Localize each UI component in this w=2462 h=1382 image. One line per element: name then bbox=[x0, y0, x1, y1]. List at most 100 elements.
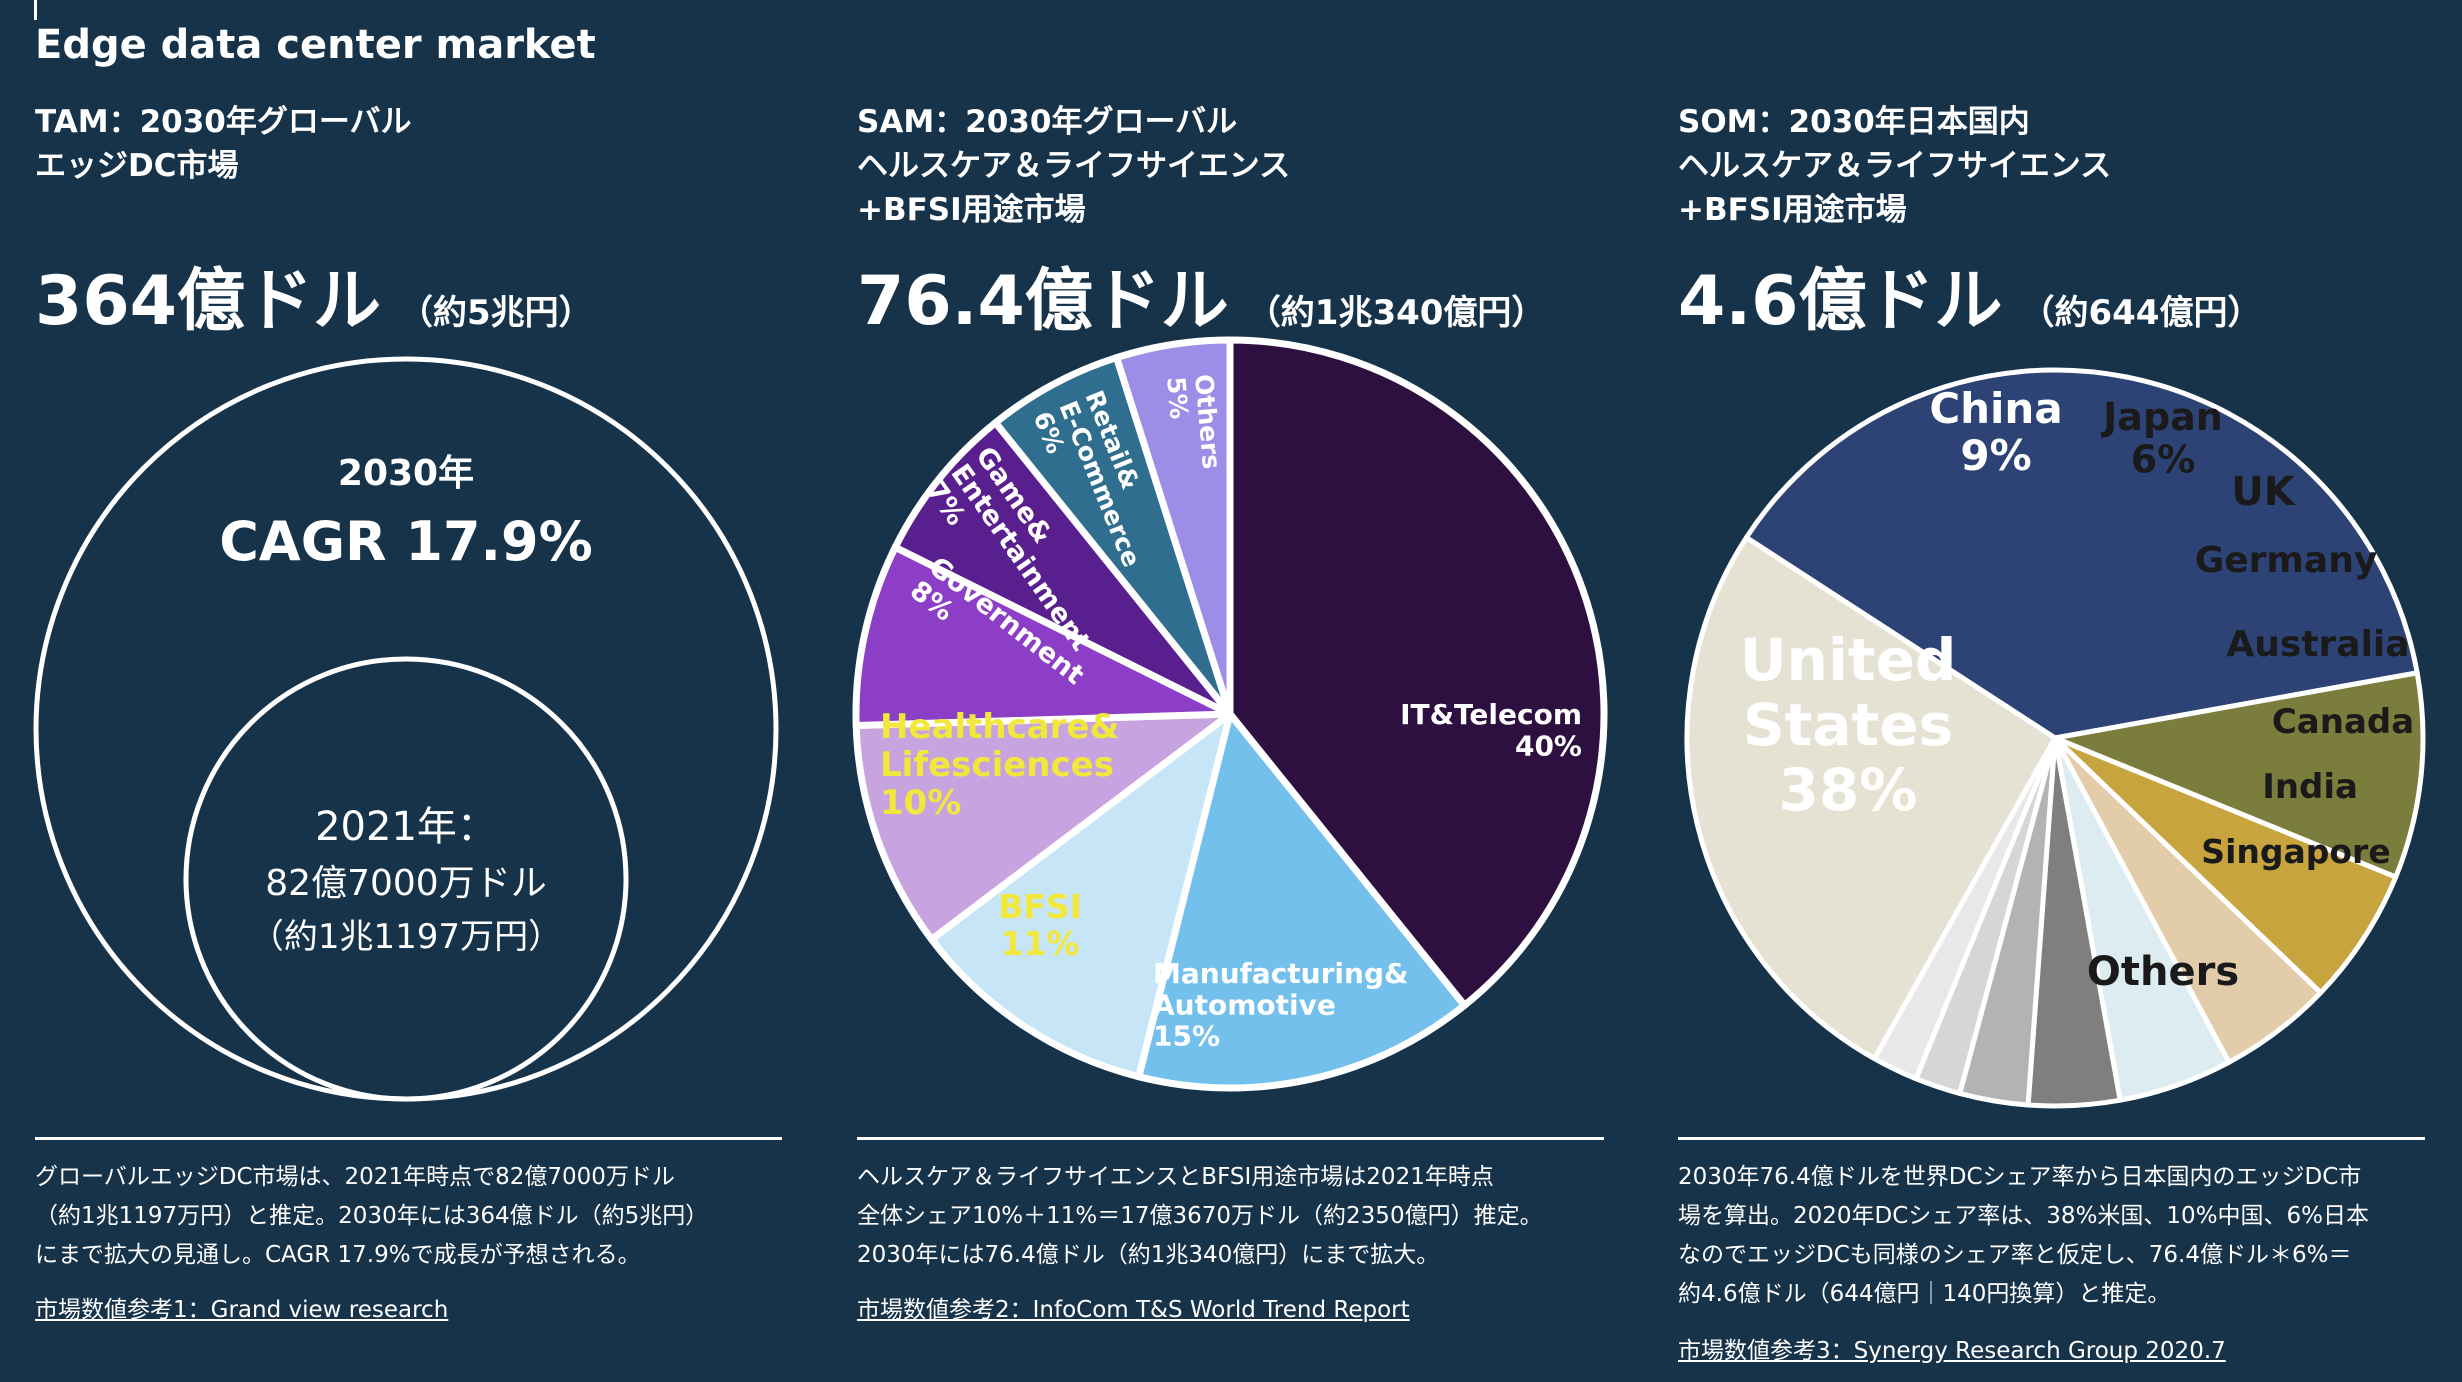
sam-description-line: 2030年には76.4億ドル（約1兆340億円）にまで拡大。 bbox=[857, 1242, 1440, 1268]
som-subtitle-line: SOM：2030年日本国内 bbox=[1678, 104, 2030, 140]
pie-label-line: 38% bbox=[1779, 756, 1918, 824]
pie-slice-game-entertainment-7 bbox=[891, 419, 1234, 718]
sam-description: ヘルスケア＆ライフサイエンスとBFSI用途市場は2021年時点 全体シェア10%… bbox=[857, 1158, 1607, 1275]
pie-label-india: India bbox=[2262, 767, 2358, 807]
pie-label-line: 5% bbox=[1161, 375, 1194, 420]
pie-label-line: Australia bbox=[2226, 624, 2409, 665]
pie-label-line: 40% bbox=[1515, 729, 1582, 762]
pie-label-line: United bbox=[1740, 626, 1957, 694]
inner-label-yen: （約1兆1197万円） bbox=[250, 917, 562, 957]
pie-label-line: 10% bbox=[880, 783, 961, 823]
som-subtitle: SOM：2030年日本国内 ヘルスケア＆ライフサイエンス +BFSI用途市場 bbox=[1678, 100, 2111, 232]
tam-divider bbox=[35, 1137, 782, 1140]
pie-slice-it-telecom-40 bbox=[1226, 336, 1608, 1009]
title-accent-line bbox=[34, 0, 37, 20]
pie-label-line: BFSI bbox=[998, 887, 1082, 926]
pie-label-singapore: Singapore bbox=[2201, 832, 2390, 871]
tam-description-line: グローバルエッジDC市場は、2021年時点で82億7000万ドル bbox=[35, 1164, 675, 1190]
pie-slice-japan-6 bbox=[2052, 735, 2399, 996]
som-description-line: なのでエッジDCも同様のシェア率と仮定し、76.4億ドル＊6%＝ bbox=[1678, 1242, 2352, 1268]
sam-value: 76.4億ドル （約1兆340億円） bbox=[857, 245, 1545, 344]
som-divider bbox=[1678, 1137, 2425, 1140]
pie-slice-government-8 bbox=[852, 543, 1234, 730]
inner-circle-2021 bbox=[183, 656, 629, 1102]
page-title: Edge data center market bbox=[35, 22, 596, 68]
som-reference-link[interactable]: 市場数値参考3：Synergy Research Group 2020.7 bbox=[1678, 1338, 2226, 1364]
sam-divider bbox=[857, 1137, 1604, 1140]
pie-slice-manufacturing-automotive-15 bbox=[1135, 710, 1468, 1092]
pie-slice-bfsi-11 bbox=[928, 710, 1234, 1081]
som-description-line: 約4.6億ドル（644億円｜140円換算）と推定。 bbox=[1678, 1281, 2171, 1307]
inner-label-value: 82億7000万ドル bbox=[265, 863, 546, 904]
tam-panel: TAM：2030年グローバル エッジDC市場 364億ドル （約5兆円） 2030… bbox=[33, 0, 785, 1382]
pie-label-line: 11% bbox=[1001, 924, 1080, 963]
pie-label-line: Germany bbox=[2195, 540, 2378, 581]
tam-description: グローバルエッジDC市場は、2021年時点で82億7000万ドル （約1兆119… bbox=[35, 1158, 785, 1275]
pie-label-line: India bbox=[2262, 767, 2358, 807]
sam-panel: SAM：2030年グローバル ヘルスケア＆ライフサイエンス +BFSI用途市場 … bbox=[852, 0, 1608, 1382]
tam-reference-link[interactable]: 市場数値参考1：Grand view research bbox=[35, 1297, 449, 1323]
pie-label-line: Canada bbox=[2272, 702, 2414, 742]
som-amount: 4.6億ドル bbox=[1678, 262, 2003, 341]
inner-label-year: 2021年： bbox=[315, 804, 497, 850]
pie-label-others: Others bbox=[2087, 949, 2239, 995]
pie-label-australia: Australia bbox=[2226, 624, 2409, 665]
tam-value: 364億ドル （約5兆円） bbox=[35, 245, 593, 344]
pie-label-line: 15% bbox=[1153, 1020, 1220, 1053]
som-description-line: 2030年76.4億ドルを世界DCシェア率から日本国内のエッジDC市 bbox=[1678, 1164, 2362, 1190]
tam-amount-yen: （約5兆円） bbox=[398, 293, 593, 333]
sam-amount: 76.4億ドル bbox=[857, 262, 1229, 341]
pie-label-line: Healthcare& bbox=[880, 707, 1119, 747]
pie-label-line: UK bbox=[2231, 469, 2296, 515]
sam-subtitle: SAM：2030年グローバル ヘルスケア＆ライフサイエンス +BFSI用途市場 bbox=[857, 100, 1290, 232]
pie-label-line: Automotive bbox=[1153, 988, 1336, 1021]
som-description: 2030年76.4億ドルを世界DCシェア率から日本国内のエッジDC市 場を算出。… bbox=[1678, 1158, 2428, 1314]
pie-label-germany: Germany bbox=[2195, 540, 2378, 581]
pie-label-line: Lifesciences bbox=[880, 745, 1114, 785]
pie-slice-china-9 bbox=[2052, 670, 2426, 880]
som-subtitle-line: +BFSI用途市場 bbox=[1678, 192, 1907, 228]
tam-description-line: （約1兆1197万円）と推定。2030年には364億ドル（約5兆円） bbox=[35, 1203, 709, 1229]
sam-subtitle-line: ヘルスケア＆ライフサイエンス bbox=[857, 148, 1291, 184]
som-amount-yen: （約644億円） bbox=[2020, 293, 2262, 333]
tam-amount: 364億ドル bbox=[35, 262, 381, 341]
sam-subtitle-line: SAM：2030年グローバル bbox=[857, 104, 1238, 140]
sam-description-line: ヘルスケア＆ライフサイエンスとBFSI用途市場は2021年時点 bbox=[857, 1164, 1494, 1190]
tam-circle-chart: 2030年 CAGR 17.9% 2021年： 82億7000万ドル （約1兆1… bbox=[33, 356, 779, 1102]
tam-description-line: にまで拡大の見通し。CAGR 17.9%で成長が予想される。 bbox=[35, 1242, 641, 1268]
tam-subtitle-line: エッジDC市場 bbox=[35, 148, 239, 184]
pie-label-line: 9% bbox=[1960, 431, 2031, 480]
outer-label-cagr: CAGR 17.9% bbox=[219, 510, 592, 573]
sam-amount-yen: （約1兆340億円） bbox=[1246, 293, 1546, 333]
som-panel: SOM：2030年日本国内 ヘルスケア＆ライフサイエンス +BFSI用途市場 4… bbox=[1678, 0, 2428, 1382]
pie-label-canada: Canada bbox=[2272, 702, 2414, 742]
pie-label-uk: UK bbox=[2231, 469, 2296, 515]
pie-slice-others-5 bbox=[1113, 336, 1234, 718]
sam-reference-link[interactable]: 市場数値参考2：InfoCom T&S World Trend Report bbox=[857, 1297, 1410, 1323]
som-description-line: 場を算出。2020年DCシェア率は、38%米国、10%中国、6%日本 bbox=[1678, 1203, 2370, 1229]
tam-subtitle: TAM：2030年グローバル エッジDC市場 bbox=[35, 100, 412, 188]
pie-label-line: Singapore bbox=[2201, 832, 2390, 871]
pie-slice-healthcare-lifesciences-10 bbox=[852, 710, 1234, 943]
sam-subtitle-line: +BFSI用途市場 bbox=[857, 192, 1086, 228]
som-value: 4.6億ドル （約644億円） bbox=[1678, 245, 2261, 344]
pie-label-line: IT&Telecom bbox=[1400, 698, 1582, 731]
pie-label-line: 6% bbox=[2131, 438, 2196, 482]
pie-label-line: China bbox=[1929, 384, 2062, 433]
pie-label-line: Manufacturing& bbox=[1153, 957, 1408, 990]
outer-label-year: 2030年 bbox=[338, 453, 474, 494]
sam-description-line: 全体シェア10%＋11%＝17億3670万ドル（約2350億円）推定。 bbox=[857, 1203, 1543, 1229]
pie-label-line: Others bbox=[2087, 949, 2239, 995]
pie-slice-others bbox=[1684, 535, 2058, 1062]
pie-label-line: States bbox=[1743, 691, 1953, 759]
